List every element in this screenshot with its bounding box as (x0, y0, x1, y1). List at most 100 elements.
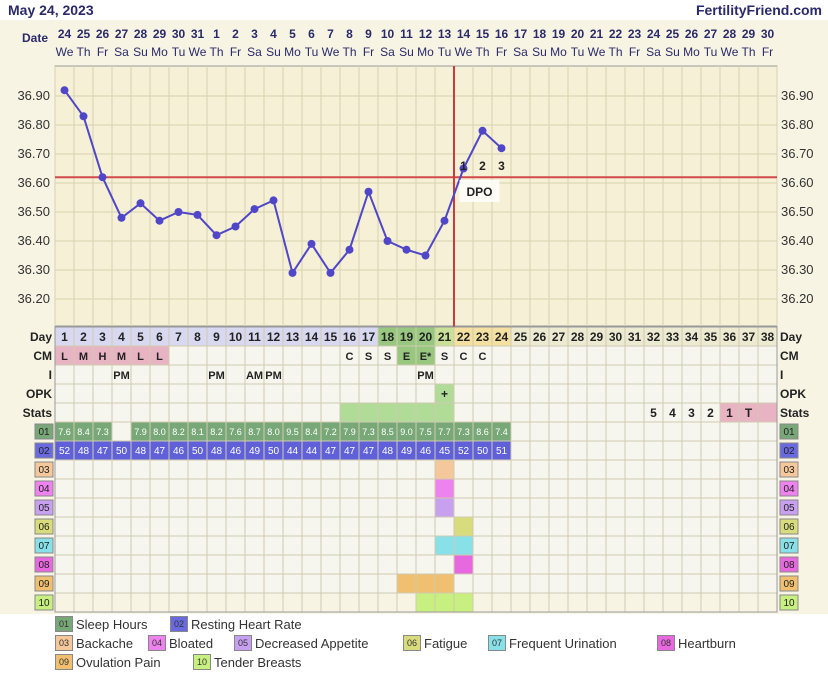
date-number: 14 (457, 27, 471, 41)
weekday-label: We (455, 45, 473, 59)
weekday-label: Mo (417, 45, 434, 59)
date-number: 25 (77, 27, 91, 41)
sleep-cell (264, 422, 283, 441)
sleep-cell (397, 422, 416, 441)
row-label-right: Day (780, 330, 802, 344)
legend-swatch: 03 (55, 635, 73, 651)
sleep-value: 8.2 (172, 427, 185, 437)
sleep-cell (416, 422, 435, 441)
weekday-label: Tu (571, 45, 585, 59)
cm-value: L (137, 351, 144, 363)
symptom-code-left-bg (34, 442, 54, 459)
symptom-code-left-bg (34, 423, 54, 440)
weekday-label: Su (266, 45, 281, 59)
symptom-cell (416, 574, 435, 593)
legend-item: 09 Ovulation Pain (55, 654, 161, 670)
symptom-code-right-bg (779, 556, 799, 573)
weekday-label: We (189, 45, 207, 59)
day-number: 8 (194, 330, 201, 344)
symptom-code-right: 09 (783, 579, 795, 590)
row-label-right: I (780, 368, 783, 382)
sleep-value: 7.6 (58, 427, 71, 437)
temperature-point (459, 164, 468, 173)
weekday-label: Tu (305, 45, 319, 59)
dpo-number: 2 (479, 159, 486, 173)
legend-label: Resting Heart Rate (191, 616, 302, 632)
day-cell-highlight (55, 327, 74, 346)
weekday-label: Su (532, 45, 547, 59)
weekday-label: Su (133, 45, 148, 59)
sleep-cell (378, 422, 397, 441)
legend-swatch: 10 (193, 654, 211, 670)
weekday-label: Th (209, 45, 223, 59)
y-tick-label-right: 36.60 (781, 175, 814, 190)
heart-rate-cell (188, 441, 207, 460)
day-cell-highlight (188, 327, 207, 346)
legend-label: Sleep Hours (76, 616, 148, 632)
cm-value: C (346, 351, 354, 363)
site-name[interactable]: FertilityFriend.com (695, 2, 822, 18)
heart-rate-cell (359, 441, 378, 460)
day-cell-highlight (226, 327, 245, 346)
symptom-cell (454, 555, 473, 574)
heart-rate-cell (226, 441, 245, 460)
date-number: 26 (685, 27, 699, 41)
y-tick-label-right: 36.70 (781, 146, 814, 161)
heart-rate-cell (131, 441, 150, 460)
temperature-point (478, 126, 487, 135)
date-number: 18 (533, 27, 547, 41)
dpo-label: DPO (466, 185, 492, 199)
day-cell-highlight (245, 327, 264, 346)
weekday-label: We (322, 45, 340, 59)
heart-rate-cell (340, 441, 359, 460)
cm-value: E* (420, 351, 432, 363)
heart-rate-value: 47 (344, 446, 356, 457)
day-cell-highlight (340, 327, 359, 346)
weekday-label: Tu (704, 45, 718, 59)
heart-rate-cell (112, 441, 131, 460)
legend-label: Decreased Appetite (255, 635, 369, 651)
weekday-label: Sa (114, 45, 129, 59)
sleep-value: 7.6 (229, 427, 242, 437)
sleep-value: 7.7 (438, 427, 451, 437)
date-number: 27 (704, 27, 718, 41)
dpo-number: 1 (460, 159, 467, 173)
day-number: 6 (156, 330, 163, 344)
temperature-point (440, 216, 449, 225)
legend-item: 10 Tender Breasts (193, 654, 301, 670)
cm-value: L (61, 351, 68, 363)
symptom-cell (416, 593, 435, 612)
temperature-point (117, 213, 126, 222)
cm-value: S (365, 351, 372, 363)
symptom-code-right: 10 (783, 598, 795, 609)
symptom-code-left-bg (34, 461, 54, 478)
day-number: 29 (590, 330, 604, 344)
day-cell-highlight (321, 327, 340, 346)
heart-rate-value: 47 (154, 446, 166, 457)
heart-rate-cell (321, 441, 340, 460)
symptom-cell (435, 574, 454, 593)
date-number: 3 (251, 27, 258, 41)
intercourse-value: PM (417, 370, 434, 382)
date-number: 31 (191, 27, 205, 41)
legend-label: Frequent Urination (509, 635, 617, 651)
day-cell-highlight (169, 327, 188, 346)
legend-item: 08 Heartburn (657, 635, 736, 651)
weekday-label: Sa (513, 45, 528, 59)
sleep-value: 8.2 (210, 427, 223, 437)
weekday-label: Tu (438, 45, 452, 59)
intercourse-value: PM (208, 370, 225, 382)
weekday-label: Sa (380, 45, 395, 59)
temperature-point (269, 196, 278, 205)
day-cell-highlight (454, 327, 473, 346)
legend-swatch: 08 (657, 635, 675, 651)
temperature-point (212, 231, 221, 240)
sleep-cell (169, 422, 188, 441)
intercourse-value: PM (113, 370, 130, 382)
sleep-value: 8.4 (77, 427, 90, 437)
y-tick-label-right: 36.90 (781, 88, 814, 103)
legend-label: Fatigue (424, 635, 468, 651)
date-number: 24 (647, 27, 661, 41)
weekday-label: Th (741, 45, 755, 59)
sleep-cell (245, 422, 264, 441)
